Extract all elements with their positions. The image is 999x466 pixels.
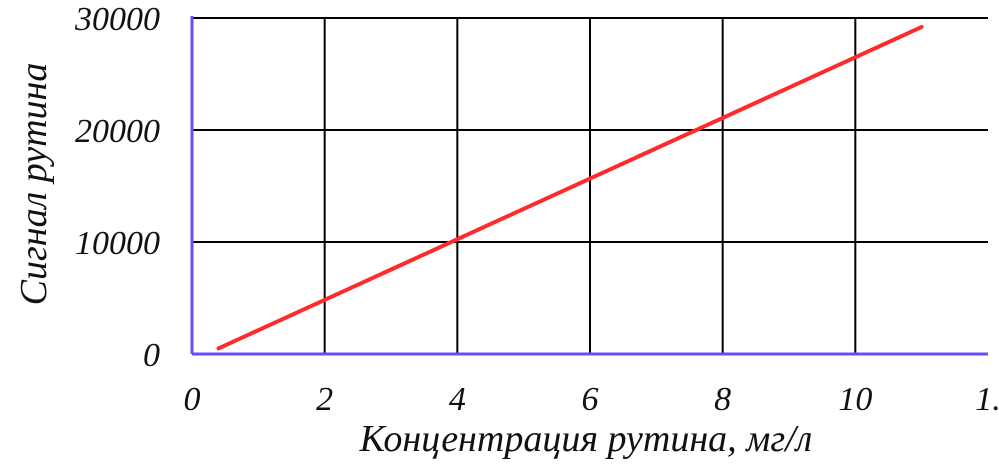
x-tick-label: 4 bbox=[449, 381, 466, 418]
y-tick-label: 10000 bbox=[75, 225, 160, 262]
axes bbox=[190, 16, 988, 356]
x-tick-label: 8 bbox=[714, 381, 731, 418]
series-layer bbox=[216, 24, 924, 351]
x-tick-label: 10 bbox=[838, 381, 872, 418]
y-tick-label: 0 bbox=[143, 337, 160, 374]
x-tick-label: 6 bbox=[582, 381, 599, 418]
x-tick-label: 0 bbox=[184, 381, 201, 418]
series-line bbox=[216, 24, 924, 351]
x-tick-label: 2 bbox=[316, 381, 333, 418]
y-tick-label: 20000 bbox=[75, 113, 160, 150]
tick-labels: 0 2 4 6 8 10 1. 0 10000 20000 30000 bbox=[74, 1, 999, 418]
y-axis-title: Сигнал рутина bbox=[13, 63, 55, 306]
y-tick-label: 30000 bbox=[74, 1, 160, 38]
x-tick-label: 1. bbox=[975, 381, 999, 418]
x-axis-title: Концентрация рутина, мг/л bbox=[359, 418, 813, 460]
grid bbox=[192, 17, 988, 354]
